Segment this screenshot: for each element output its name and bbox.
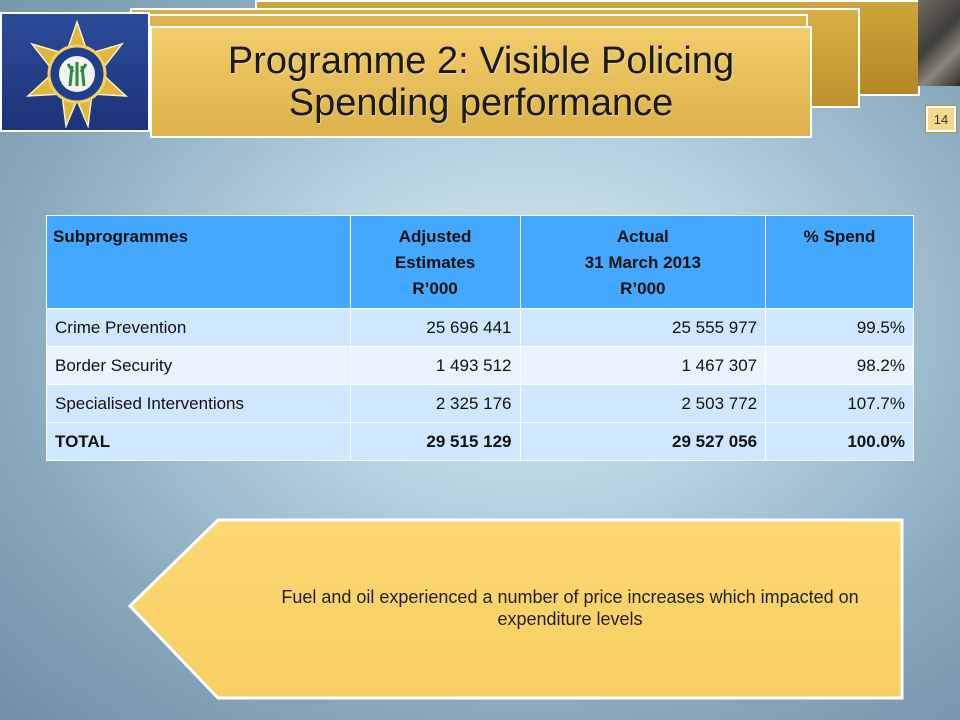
cell-total-label: TOTAL (46, 422, 351, 461)
header-photo (918, 0, 960, 86)
cell-subprogramme: Border Security (46, 346, 351, 385)
table-row: Crime Prevention 25 696 441 25 555 977 9… (46, 308, 914, 347)
cell-adjusted: 2 325 176 (349, 384, 521, 423)
header-adjusted-estimates: Adjusted Estimates R’000 (349, 215, 521, 309)
cell-subprogramme: Specialised Interventions (46, 384, 351, 423)
cell-adjusted: 25 696 441 (349, 308, 521, 347)
header-adjusted-line-1: Adjusted (398, 227, 472, 246)
title-banner: Programme 2: Visible Policing Spending p… (150, 26, 812, 138)
header-subprogrammes: Subprogrammes (46, 215, 351, 309)
cell-adjusted: 1 493 512 (349, 346, 521, 385)
page-title-line-1: Programme 2: Visible Policing (227, 40, 735, 82)
table-row: Border Security 1 493 512 1 467 307 98.2… (46, 346, 914, 385)
cell-spend: 98.2% (765, 346, 914, 385)
header-actual-line-2: 31 March 2013 (584, 253, 701, 272)
header-actual-line-3: R’000 (620, 279, 666, 298)
header-adjusted-line-2: Estimates (394, 253, 476, 272)
header-actual-line-1: Actual (616, 227, 669, 246)
cell-actual: 1 467 307 (519, 346, 767, 385)
cell-subprogramme: Crime Prevention (46, 308, 351, 347)
table-row: Specialised Interventions 2 325 176 2 50… (46, 384, 914, 423)
header-adjusted-line-3: R’000 (412, 279, 458, 298)
slide-number: 14 (926, 106, 956, 132)
cell-actual: 25 555 977 (519, 308, 767, 347)
cell-spend: 107.7% (765, 384, 914, 423)
cell-total-adjusted: 29 515 129 (349, 422, 521, 461)
header-percent-spend: % Spend (765, 215, 914, 309)
cell-actual: 2 503 772 (519, 384, 767, 423)
header-actual: Actual 31 March 2013 R’000 (519, 215, 767, 309)
callout-shape (127, 518, 904, 700)
cell-total-actual: 29 527 056 (519, 422, 767, 461)
table-header-row: Subprogrammes Adjusted Estimates R’000 A… (46, 215, 914, 309)
callout-text: Fuel and oil experienced a number of pri… (281, 587, 859, 629)
page-title-line-2: Spending performance (288, 82, 674, 124)
saps-logo (0, 12, 150, 132)
cell-total-spend: 100.0% (765, 422, 914, 461)
table-total-row: TOTAL 29 515 129 29 527 056 100.0% (46, 422, 914, 461)
cell-spend: 99.5% (765, 308, 914, 347)
spending-table: Subprogrammes Adjusted Estimates R’000 A… (46, 215, 914, 461)
saps-star-emblem-icon (25, 20, 129, 128)
